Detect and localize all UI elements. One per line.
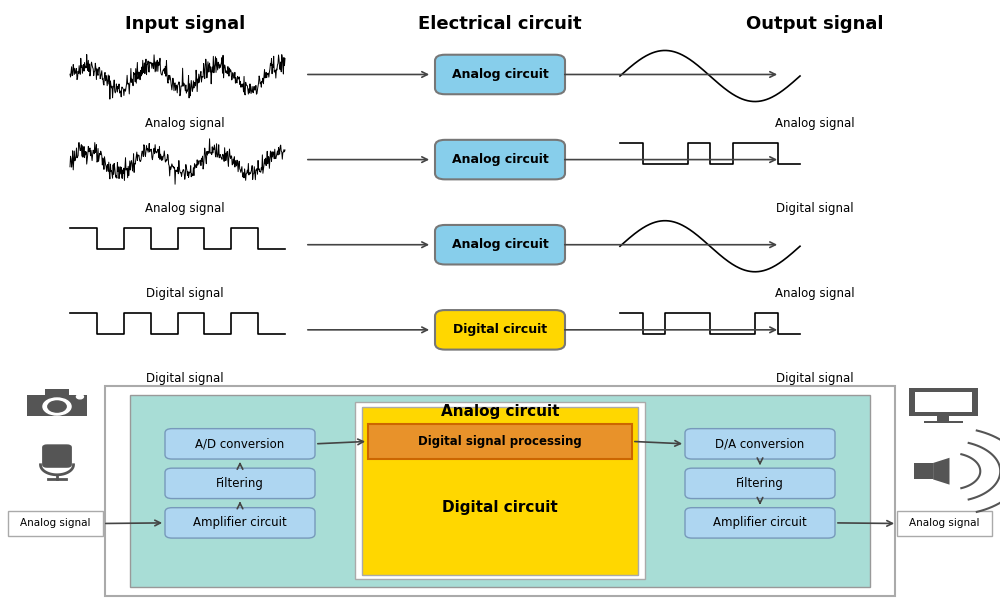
Bar	[914, 392, 972, 412]
Bar	[897, 511, 992, 536]
FancyBboxPatch shape	[685, 508, 835, 538]
Text: A/D conversion: A/D conversion	[195, 437, 285, 451]
Text: Amplifier circuit: Amplifier circuit	[193, 516, 287, 530]
Text: Analog circuit: Analog circuit	[452, 68, 548, 81]
Bar	[27, 395, 87, 416]
Bar	[924, 421, 962, 423]
Circle shape	[43, 398, 71, 415]
Text: Digital signal processing: Digital signal processing	[418, 435, 582, 448]
Bar	[914, 463, 933, 480]
Text: Analog circuit: Analog circuit	[452, 153, 548, 166]
Text: Digital signal: Digital signal	[776, 202, 854, 215]
Bar	[908, 389, 978, 416]
FancyBboxPatch shape	[435, 140, 565, 179]
Text: Analog signal: Analog signal	[145, 117, 225, 130]
Bar	[130, 395, 870, 587]
FancyBboxPatch shape	[435, 225, 565, 264]
Text: Analog circuit: Analog circuit	[441, 404, 559, 420]
FancyBboxPatch shape	[435, 310, 565, 350]
FancyBboxPatch shape	[165, 468, 315, 499]
Text: Analog signal: Analog signal	[145, 202, 225, 215]
FancyBboxPatch shape	[42, 444, 72, 468]
Circle shape	[48, 401, 66, 412]
Text: D/A conversion: D/A conversion	[715, 437, 805, 451]
Text: Analog signal: Analog signal	[20, 519, 91, 528]
Text: Digital signal: Digital signal	[146, 287, 224, 300]
Bar	[368, 424, 632, 459]
Text: Amplifier circuit: Amplifier circuit	[713, 516, 807, 530]
Text: Digital circuit: Digital circuit	[453, 323, 547, 336]
FancyBboxPatch shape	[685, 468, 835, 499]
Text: Analog signal: Analog signal	[909, 519, 980, 528]
Circle shape	[76, 395, 83, 399]
FancyBboxPatch shape	[435, 55, 565, 94]
Bar	[937, 415, 949, 422]
Text: Output signal: Output signal	[746, 15, 884, 33]
FancyBboxPatch shape	[685, 429, 835, 459]
Text: Filtering: Filtering	[736, 477, 784, 490]
Bar	[355, 402, 645, 579]
FancyBboxPatch shape	[165, 429, 315, 459]
Text: Input signal: Input signal	[125, 15, 245, 33]
Text: Digital circuit: Digital circuit	[442, 500, 558, 515]
Polygon shape	[933, 458, 949, 485]
FancyBboxPatch shape	[165, 508, 315, 538]
Bar	[362, 407, 638, 575]
Text: Digital signal: Digital signal	[146, 372, 224, 385]
Bar	[45, 389, 69, 395]
Text: Analog signal: Analog signal	[775, 287, 855, 300]
Text: Digital signal: Digital signal	[776, 372, 854, 385]
Text: Analog circuit: Analog circuit	[452, 238, 548, 251]
Text: Analog signal: Analog signal	[775, 117, 855, 130]
Bar	[8, 511, 103, 536]
Text: Filtering: Filtering	[216, 477, 264, 490]
Bar	[105, 386, 895, 596]
Text: Electrical circuit: Electrical circuit	[418, 15, 582, 33]
